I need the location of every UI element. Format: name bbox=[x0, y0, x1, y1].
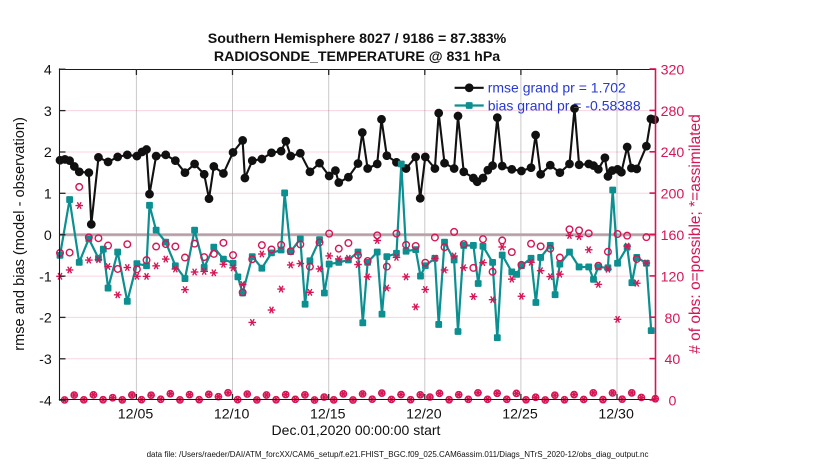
svg-text:RADIOSONDE_TEMPERATURE @ 831 h: RADIOSONDE_TEMPERATURE @ 831 hPa bbox=[214, 49, 500, 65]
svg-text:1: 1 bbox=[44, 187, 52, 203]
svg-text:-2: -2 bbox=[39, 311, 52, 327]
svg-text:Dec.01,2020 00:00:00 start: Dec.01,2020 00:00:00 start bbox=[272, 422, 441, 438]
svg-text:rmse grand pr = 1.702: rmse grand pr = 1.702 bbox=[488, 80, 626, 96]
svg-text:-4: -4 bbox=[39, 393, 52, 409]
svg-text:-1: -1 bbox=[39, 269, 52, 285]
svg-text:12/05: 12/05 bbox=[118, 406, 154, 422]
svg-text:12/10: 12/10 bbox=[214, 406, 250, 422]
svg-text:4: 4 bbox=[44, 63, 52, 79]
svg-text:2: 2 bbox=[44, 145, 52, 161]
svg-text:bias grand pr = -0.58388: bias grand pr = -0.58388 bbox=[488, 98, 641, 114]
svg-text:3: 3 bbox=[44, 104, 52, 120]
svg-text:12/25: 12/25 bbox=[502, 406, 538, 422]
svg-text:240: 240 bbox=[661, 145, 685, 161]
svg-text:-3: -3 bbox=[39, 352, 52, 368]
svg-text:Southern Hemisphere 8027 / 918: Southern Hemisphere 8027 / 9186 = 87.383… bbox=[208, 31, 507, 47]
svg-text:12/15: 12/15 bbox=[310, 406, 346, 422]
svg-text:# of obs: o=possible; *=assimi: # of obs: o=possible; *=assimilated bbox=[687, 114, 704, 354]
svg-text:data file: /Users/raeder/DAI/A: data file: /Users/raeder/DAI/ATM_forcXX/… bbox=[147, 450, 649, 459]
svg-text:rmse and bias (model - observa: rmse and bias (model - observation) bbox=[12, 117, 28, 351]
svg-text:120: 120 bbox=[661, 269, 685, 285]
svg-text:40: 40 bbox=[665, 352, 681, 368]
svg-text:80: 80 bbox=[665, 311, 681, 327]
svg-text:280: 280 bbox=[661, 104, 685, 120]
svg-text:200: 200 bbox=[661, 187, 685, 203]
svg-text:0: 0 bbox=[668, 394, 676, 410]
svg-text:12/30: 12/30 bbox=[598, 406, 634, 422]
svg-text:160: 160 bbox=[661, 228, 685, 244]
svg-text:320: 320 bbox=[661, 63, 685, 79]
svg-text:12/20: 12/20 bbox=[406, 406, 442, 422]
svg-text:0: 0 bbox=[44, 228, 52, 244]
